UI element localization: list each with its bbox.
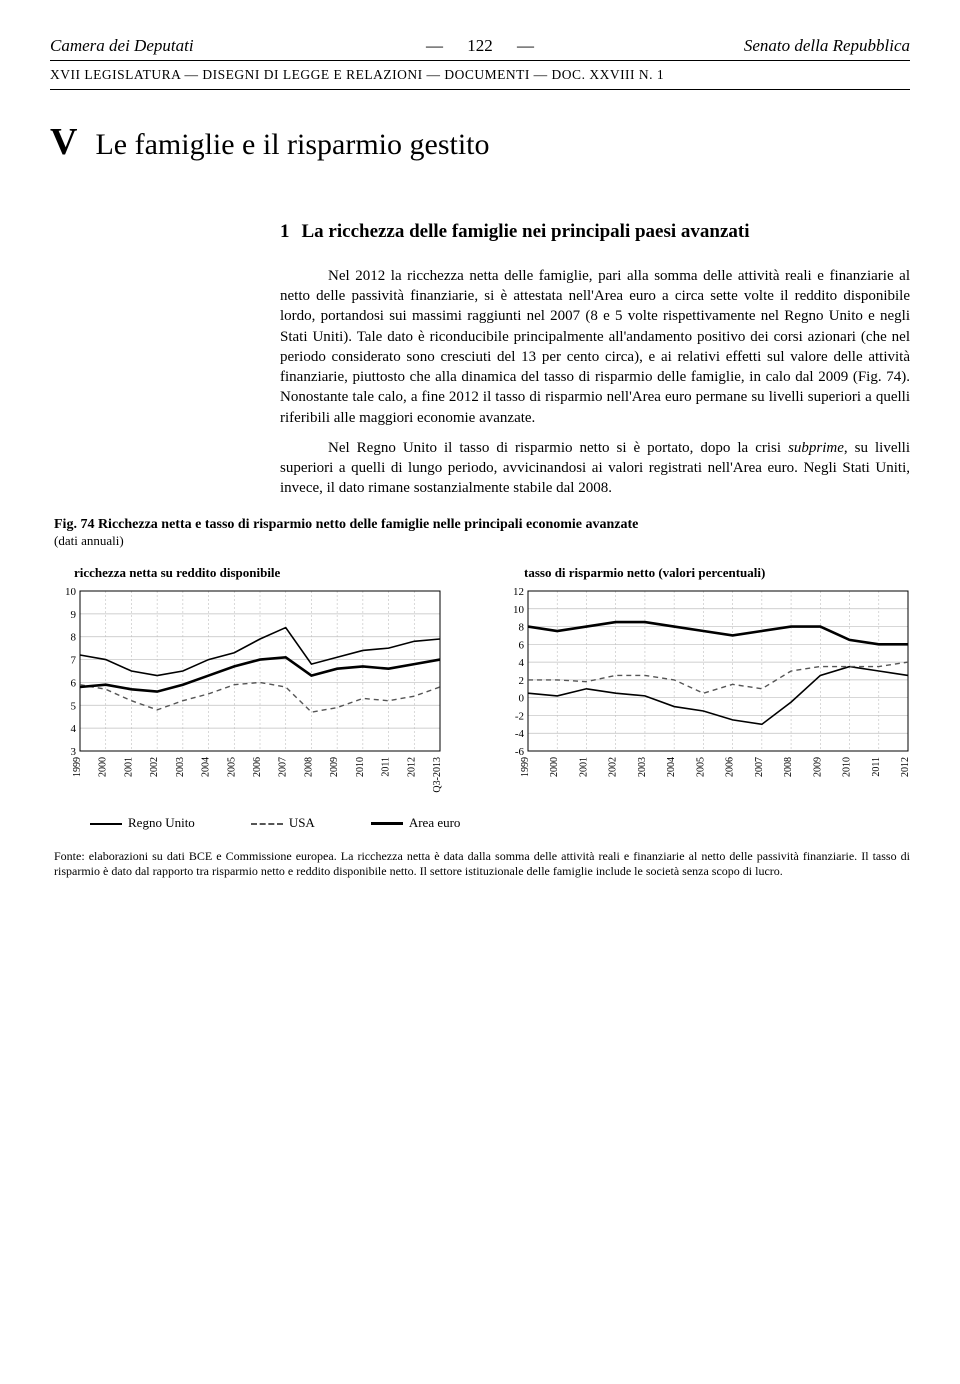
svg-text:0: 0 — [519, 692, 525, 704]
svg-text:2004: 2004 — [666, 757, 677, 777]
svg-text:2003: 2003 — [637, 757, 648, 777]
svg-text:5: 5 — [71, 700, 77, 712]
header-left: Camera dei Deputati — [50, 36, 194, 56]
svg-text:2006: 2006 — [725, 757, 736, 777]
header-rule-bottom — [50, 89, 910, 90]
legend-label: Area euro — [409, 815, 461, 830]
svg-text:4: 4 — [71, 723, 77, 735]
charts-row: ricchezza netta su reddito disponibile 3… — [50, 557, 910, 803]
svg-text:2002: 2002 — [608, 757, 619, 777]
header-rule-top — [50, 60, 910, 61]
legend-item: USA — [251, 815, 343, 830]
legend-line-icon — [90, 823, 122, 825]
chart-right-title: tasso di risparmio netto (valori percent… — [524, 565, 910, 581]
svg-text:9: 9 — [71, 608, 77, 620]
section-number: 1 — [280, 221, 290, 243]
svg-text:2000: 2000 — [549, 757, 560, 777]
svg-text:2010: 2010 — [355, 757, 366, 777]
svg-text:Q3-2013: Q3-2013 — [432, 757, 443, 793]
svg-text:2007: 2007 — [754, 757, 765, 777]
page-header: Camera dei Deputati — 122 — Senato della… — [50, 36, 910, 56]
legend-label: USA — [289, 815, 315, 830]
chart-legend: Regno Unito USA Area euro — [90, 815, 910, 831]
svg-text:8: 8 — [519, 621, 525, 633]
svg-text:2012: 2012 — [900, 757, 911, 777]
svg-text:-4: -4 — [515, 728, 525, 740]
legend-line-icon — [251, 823, 283, 825]
svg-text:2002: 2002 — [149, 757, 160, 777]
section-heading: 1 La ricchezza delle famiglie nei princi… — [280, 220, 910, 244]
svg-text:6: 6 — [519, 639, 525, 651]
svg-text:2008: 2008 — [303, 757, 314, 777]
header-right: Senato della Repubblica — [744, 36, 910, 56]
body-paragraph: Nel Regno Unito il tasso di risparmio ne… — [280, 438, 910, 499]
chart-left: 3 4 5 6 7 8 9 10 1999 2000 2001 2002 2003 2004 2005 200… — [50, 583, 450, 803]
svg-text:2011: 2011 — [871, 757, 882, 777]
svg-text:10: 10 — [65, 586, 77, 598]
section-title: La ricchezza delle famiglie nei principa… — [302, 220, 750, 244]
chart-left-block: ricchezza netta su reddito disponibile 3… — [50, 557, 460, 803]
svg-text:2001: 2001 — [123, 757, 134, 777]
svg-text:-6: -6 — [515, 746, 525, 758]
chart-right-block: tasso di risparmio netto (valori percent… — [500, 557, 910, 803]
svg-text:6: 6 — [71, 677, 77, 689]
svg-text:2009: 2009 — [329, 757, 340, 777]
svg-text:2008: 2008 — [783, 757, 794, 777]
figure-footnote: Fonte: elaborazioni su dati BCE e Commis… — [54, 849, 910, 879]
svg-text:8: 8 — [71, 631, 77, 643]
svg-text:2003: 2003 — [175, 757, 186, 777]
svg-text:2005: 2005 — [226, 757, 237, 777]
svg-text:1999: 1999 — [520, 757, 531, 777]
svg-text:2004: 2004 — [201, 757, 212, 777]
legend-item: Area euro — [371, 815, 489, 830]
chapter-text: Le famiglie e il risparmio gestito — [95, 128, 489, 162]
svg-text:4: 4 — [519, 657, 525, 669]
svg-text:2009: 2009 — [812, 757, 823, 777]
figure-subcaption: (dati annuali) — [54, 533, 910, 549]
legend-line-icon — [371, 822, 403, 825]
svg-text:2010: 2010 — [842, 757, 853, 777]
svg-text:-2: -2 — [515, 710, 524, 722]
svg-text:12: 12 — [513, 586, 524, 598]
svg-text:2000: 2000 — [98, 757, 109, 777]
chart-left-title: ricchezza netta su reddito disponibile — [74, 565, 460, 581]
chapter-roman: V — [50, 120, 77, 164]
svg-text:2011: 2011 — [381, 757, 392, 777]
svg-text:3: 3 — [71, 746, 77, 758]
chapter-title: V Le famiglie e il risparmio gestito — [50, 120, 910, 164]
legend-label: Regno Unito — [128, 815, 195, 830]
svg-text:10: 10 — [513, 603, 525, 615]
svg-text:2012: 2012 — [406, 757, 417, 777]
legend-item: Regno Unito — [90, 815, 223, 830]
chart-right: -6 -4 -2 0 2 4 6 8 10 12 1999 2000 2001 2002 2003 2004 2… — [500, 583, 920, 803]
header-sub: XVII LEGISLATURA — DISEGNI DI LEGGE E RE… — [50, 67, 910, 83]
body-text: Nel 2012 la ricchezza netta delle famigl… — [280, 266, 910, 499]
figure-caption: Fig. 74 Ricchezza netta e tasso di rispa… — [54, 517, 910, 533]
svg-text:2: 2 — [519, 674, 525, 686]
svg-text:7: 7 — [71, 654, 77, 666]
svg-text:1999: 1999 — [72, 757, 83, 777]
svg-text:2007: 2007 — [278, 757, 289, 777]
svg-text:2001: 2001 — [578, 757, 589, 777]
svg-text:2005: 2005 — [695, 757, 706, 777]
svg-text:2006: 2006 — [252, 757, 263, 777]
header-center: — 122 — — [416, 36, 544, 56]
body-paragraph: Nel 2012 la ricchezza netta delle famigl… — [280, 266, 910, 428]
